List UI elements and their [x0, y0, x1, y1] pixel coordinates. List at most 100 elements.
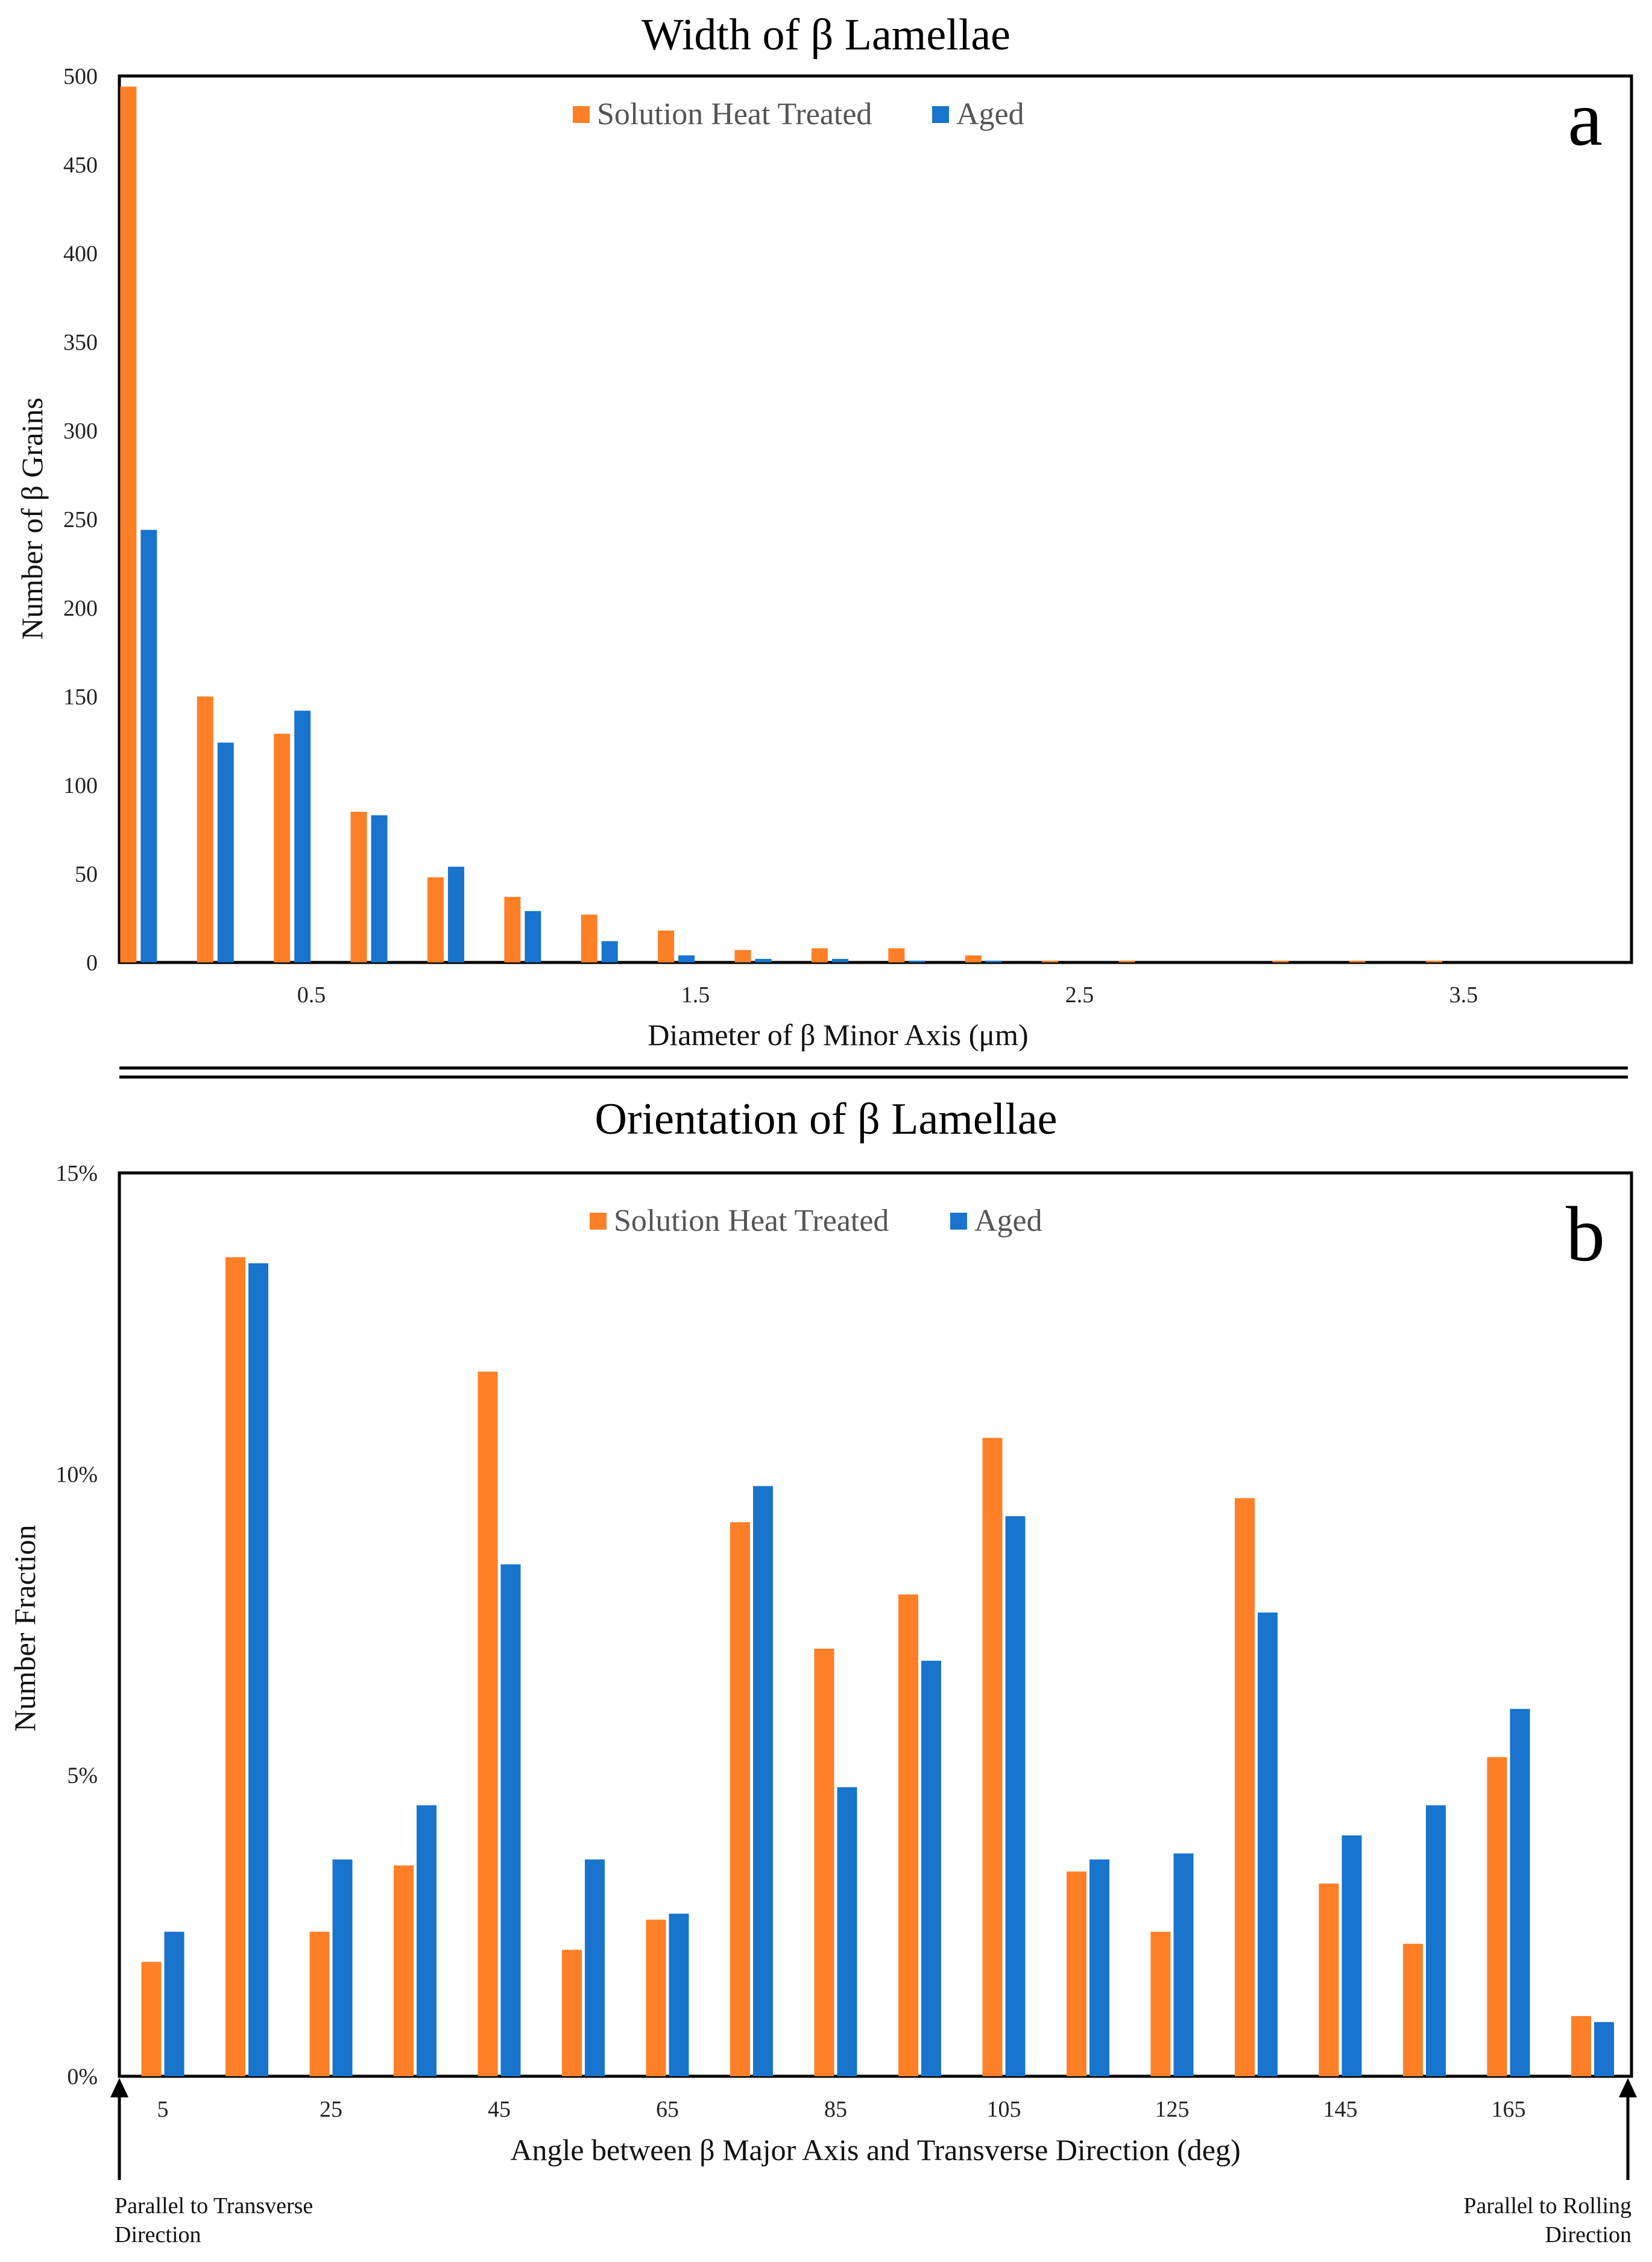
bar-b-aged	[417, 1805, 437, 2076]
bar-b-sht	[562, 1950, 582, 2076]
bar-b-sht	[478, 1371, 498, 2076]
chart-a-ytick-label: 150	[63, 684, 98, 710]
bar-a-sht	[1349, 961, 1366, 962]
bar-a-aged	[755, 959, 772, 962]
left-direction-arrow	[110, 2078, 128, 2180]
bar-b-aged	[1341, 1835, 1362, 2076]
bar-a-sht	[120, 86, 137, 962]
chart-a: Width of β Lamellae 0 50 100 150 200 250 300 35…	[15, 10, 1633, 1052]
bar-a-sht	[197, 697, 213, 962]
bar-b-sht	[394, 1865, 414, 2076]
bar-b-aged	[1258, 1613, 1278, 2076]
chart-a-xtick-label: 2.5	[1065, 982, 1094, 1008]
bar-a-sht	[1272, 961, 1289, 962]
bar-a-sht	[734, 950, 751, 962]
legend-a-swatch-aged	[932, 106, 949, 123]
chart-b-xtick-label: 45	[488, 2097, 511, 2122]
chart-b-xlabel: Angle between β Major Axis and Transvers…	[510, 2133, 1240, 2167]
bar-b-aged	[1510, 1708, 1530, 2076]
bar-b-sht	[982, 1438, 1003, 2076]
bar-b-sht	[1487, 1757, 1507, 2076]
bar-a-aged	[831, 959, 848, 962]
bar-b-aged	[1173, 1853, 1194, 2076]
bar-a-sht	[504, 897, 521, 962]
chart-b-title: Orientation of β Lamellae	[594, 1095, 1057, 1144]
annotation-right: Parallel to Rolling Direction	[1463, 2193, 1632, 2248]
bar-a-sht	[427, 877, 444, 962]
bar-a-sht	[581, 914, 597, 962]
chart-a-panel-letter: a	[1568, 75, 1603, 162]
bar-b-aged	[669, 1913, 689, 2076]
bar-a-sht	[1426, 961, 1443, 962]
bar-b-sht	[1150, 1932, 1171, 2076]
bar-b-aged	[753, 1486, 773, 2076]
chart-b-xtick-label: 165	[1492, 2097, 1526, 2122]
chart-b-xtick-label: 145	[1323, 2097, 1358, 2122]
bar-a-aged	[525, 911, 541, 962]
chart-a-ytick-label: 100	[63, 773, 98, 798]
bar-a-sht	[811, 948, 828, 962]
chart-a-ytick-label: 300	[63, 419, 98, 444]
chart-a-ytick-label: 250	[63, 507, 98, 532]
bar-b-aged	[921, 1660, 941, 2076]
bar-b-sht	[1067, 1871, 1086, 2076]
chart-b-y-ticks: 0% 5% 10% 15%	[55, 1161, 98, 2090]
chart-b-xtick-label: 125	[1155, 2097, 1190, 2122]
annotation-left: Parallel to Transverse Direction	[115, 2193, 313, 2248]
bar-b-aged	[164, 1932, 184, 2076]
bar-a-aged	[217, 742, 234, 962]
bar-a-aged	[985, 961, 1002, 962]
chart-b-panel-letter: b	[1566, 1191, 1605, 1278]
chart-a-ytick-label: 200	[63, 596, 98, 621]
chart-a-ytick-label: 0	[86, 950, 98, 976]
chart-b-ytick-label: 10%	[55, 1462, 98, 1487]
legend-b-swatch-aged	[950, 1213, 967, 1230]
chart-b: Orientation of β Lamellae 0% 5% 10% 15% 5 25…	[8, 1095, 1637, 2248]
chart-a-ytick-label: 400	[63, 241, 98, 267]
chart-b-xtick-label: 5	[157, 2097, 169, 2122]
bar-b-sht	[1571, 2016, 1591, 2076]
chart-a-x-ticks: 0.5 1.5 2.5 3.5	[297, 982, 1478, 1008]
chart-a-title: Width of β Lamellae	[642, 10, 1010, 60]
bar-b-sht	[309, 1932, 330, 2076]
legend-a-label-aged: Aged	[956, 97, 1024, 131]
bar-a-sht	[274, 733, 291, 962]
bar-b-aged	[585, 1859, 605, 2076]
chart-b-xtick-label: 25	[320, 2097, 342, 2122]
bar-b-sht	[898, 1594, 918, 2076]
chart-b-xtick-label: 85	[824, 2097, 847, 2122]
bar-b-aged	[1426, 1805, 1446, 2076]
right-direction-arrow	[1619, 2078, 1637, 2180]
bar-a-aged	[140, 529, 157, 962]
bar-b-sht	[1403, 1944, 1423, 2076]
bar-b-aged	[1089, 1859, 1109, 2076]
chart-b-ylabel: Number Fraction	[8, 1525, 42, 1732]
chart-a-bars	[120, 86, 1443, 962]
chart-a-ytick-label: 350	[63, 330, 98, 355]
bar-b-aged	[500, 1564, 521, 2076]
chart-a-xlabel: Diameter of β Minor Axis (μm)	[648, 1018, 1028, 1052]
bar-b-sht	[1319, 1883, 1339, 2076]
bar-b-sht	[646, 1919, 666, 2076]
legend-b-label-sht: Solution Heat Treated	[614, 1204, 889, 1238]
bar-a-aged	[447, 867, 464, 962]
bar-a-aged	[909, 961, 925, 962]
bar-b-aged	[332, 1859, 353, 2076]
chart-b-ytick-label: 0%	[67, 2064, 98, 2090]
chart-b-x-ticks: 5 25 45 65 85 105 125 145 165	[157, 2097, 1526, 2122]
bar-a-sht	[1118, 961, 1135, 962]
bar-b-sht	[141, 1962, 162, 2076]
bar-b-aged	[1594, 2022, 1614, 2076]
chart-a-y-ticks: 0 50 100 150 200 250 300 350 400 450 500	[63, 64, 98, 976]
chart-a-xtick-label: 0.5	[297, 982, 326, 1008]
legend-a-label-sht: Solution Heat Treated	[597, 97, 872, 131]
chart-a-plot-frame	[118, 74, 1633, 964]
bar-b-sht	[814, 1648, 834, 2076]
chart-a-legend: Solution Heat Treated Aged	[573, 97, 1024, 131]
bar-b-sht	[225, 1257, 245, 2076]
chart-a-xtick-label: 3.5	[1449, 982, 1478, 1008]
legend-a-swatch-sht	[573, 106, 590, 123]
bar-a-aged	[601, 941, 618, 962]
bar-b-sht	[1235, 1498, 1255, 2076]
bar-a-aged	[678, 955, 695, 962]
